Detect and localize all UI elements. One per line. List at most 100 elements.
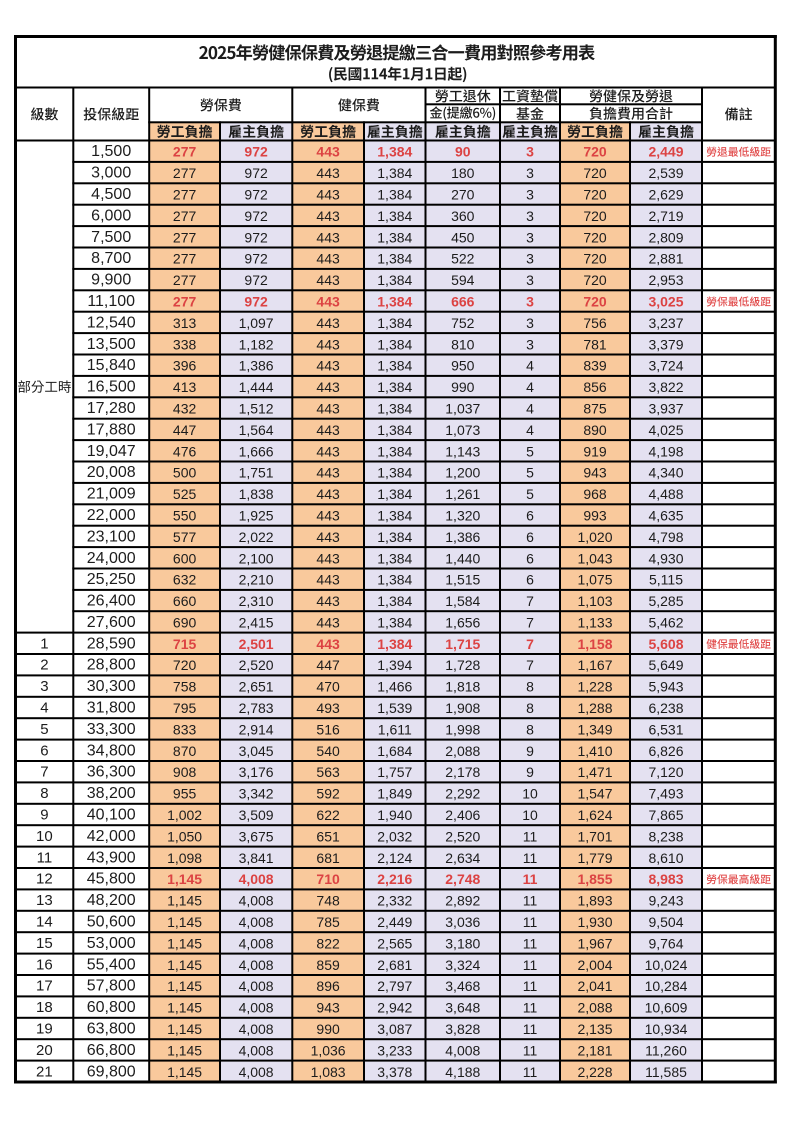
svg-text:28,800: 28,800 [87,657,136,674]
svg-text:396: 396 [173,358,197,374]
svg-text:6: 6 [526,572,534,588]
svg-text:11: 11 [523,850,538,866]
svg-text:9: 9 [526,764,534,780]
svg-text:1,444: 1,444 [239,379,274,395]
svg-text:1,073: 1,073 [445,422,480,438]
svg-text:810: 810 [451,336,475,352]
svg-text:443: 443 [316,593,340,609]
svg-text:6: 6 [526,529,534,545]
svg-text:10,284: 10,284 [645,978,688,994]
svg-text:277: 277 [173,144,197,160]
svg-text:17,280: 17,280 [87,400,136,417]
svg-text:11: 11 [523,828,538,844]
svg-text:972: 972 [244,208,268,224]
svg-text:1,751: 1,751 [239,465,274,481]
svg-text:443: 443 [316,336,340,352]
svg-text:277: 277 [173,294,197,310]
svg-text:2,135: 2,135 [577,1021,612,1037]
svg-text:908: 908 [173,764,197,780]
svg-text:2,124: 2,124 [377,850,412,866]
svg-text:2,539: 2,539 [648,165,683,181]
svg-text:11: 11 [523,1064,538,1080]
svg-text:16: 16 [36,956,53,973]
svg-text:447: 447 [316,657,340,673]
svg-text:875: 875 [583,401,607,417]
svg-text:577: 577 [173,529,197,545]
svg-text:1,666: 1,666 [239,443,274,459]
svg-text:525: 525 [173,486,197,502]
svg-text:8: 8 [526,679,534,695]
svg-text:443: 443 [316,550,340,566]
svg-text:690: 690 [173,614,197,630]
svg-text:5: 5 [40,721,48,738]
svg-text:1,050: 1,050 [167,828,202,844]
svg-text:950: 950 [451,358,475,374]
svg-text:443: 443 [316,251,340,267]
svg-text:550: 550 [173,508,197,524]
svg-text:313: 313 [173,315,197,331]
svg-text:1,512: 1,512 [239,401,274,417]
svg-text:3: 3 [526,251,534,267]
svg-text:20: 20 [36,1042,53,1059]
svg-text:5,608: 5,608 [648,636,683,652]
svg-text:4,188: 4,188 [445,1064,480,1080]
svg-text:4,798: 4,798 [648,529,683,545]
svg-text:4,488: 4,488 [648,486,683,502]
svg-text:10: 10 [36,828,53,845]
svg-text:55,400: 55,400 [87,956,136,973]
svg-text:26,400: 26,400 [87,593,136,610]
svg-text:1,228: 1,228 [577,679,612,695]
svg-text:1,384: 1,384 [377,144,412,160]
svg-text:972: 972 [244,144,268,160]
svg-text:3,176: 3,176 [239,764,274,780]
svg-text:1,564: 1,564 [239,422,274,438]
svg-text:1,998: 1,998 [445,721,480,737]
svg-text:443: 443 [316,229,340,245]
svg-text:11: 11 [523,893,538,909]
svg-text:1,020: 1,020 [577,529,612,545]
svg-text:2,942: 2,942 [377,1000,412,1016]
svg-text:11: 11 [523,871,538,887]
svg-text:3,468: 3,468 [445,978,480,994]
svg-text:21: 21 [36,1063,53,1080]
svg-text:443: 443 [316,315,340,331]
svg-text:1,083: 1,083 [311,1064,346,1080]
svg-text:11: 11 [523,1000,538,1016]
svg-text:3,237: 3,237 [648,315,683,331]
svg-text:2,681: 2,681 [377,957,412,973]
svg-text:3,342: 3,342 [239,786,274,802]
svg-text:6: 6 [526,508,534,524]
svg-text:3,025: 3,025 [648,294,683,310]
svg-text:53,000: 53,000 [87,935,136,952]
svg-text:1,133: 1,133 [577,614,612,630]
svg-text:1,036: 1,036 [311,1042,346,1058]
svg-text:7: 7 [526,657,534,673]
svg-text:443: 443 [316,572,340,588]
svg-text:5,649: 5,649 [648,657,683,673]
svg-text:10,609: 10,609 [645,1000,688,1016]
svg-text:2,501: 2,501 [239,636,274,652]
svg-text:2: 2 [40,657,48,674]
svg-text:57,800: 57,800 [87,978,136,995]
svg-text:2,520: 2,520 [239,657,274,673]
svg-text:443: 443 [316,165,340,181]
svg-text:270: 270 [451,187,475,203]
svg-text:1,384: 1,384 [377,251,412,267]
svg-text:720: 720 [583,229,607,245]
svg-text:45,800: 45,800 [87,871,136,888]
svg-text:7: 7 [526,636,534,652]
svg-text:443: 443 [316,529,340,545]
svg-text:1,384: 1,384 [377,486,412,502]
svg-text:16,500: 16,500 [87,379,136,396]
svg-text:1,584: 1,584 [445,593,480,609]
svg-text:66,800: 66,800 [87,1042,136,1059]
svg-text:1,182: 1,182 [239,336,274,352]
svg-text:10,024: 10,024 [645,957,688,973]
svg-text:277: 277 [173,165,197,181]
svg-text:277: 277 [173,272,197,288]
svg-text:563: 563 [316,764,340,780]
svg-text:443: 443 [316,422,340,438]
svg-text:443: 443 [316,358,340,374]
svg-text:9,504: 9,504 [648,914,683,930]
svg-text:2,032: 2,032 [377,828,412,844]
